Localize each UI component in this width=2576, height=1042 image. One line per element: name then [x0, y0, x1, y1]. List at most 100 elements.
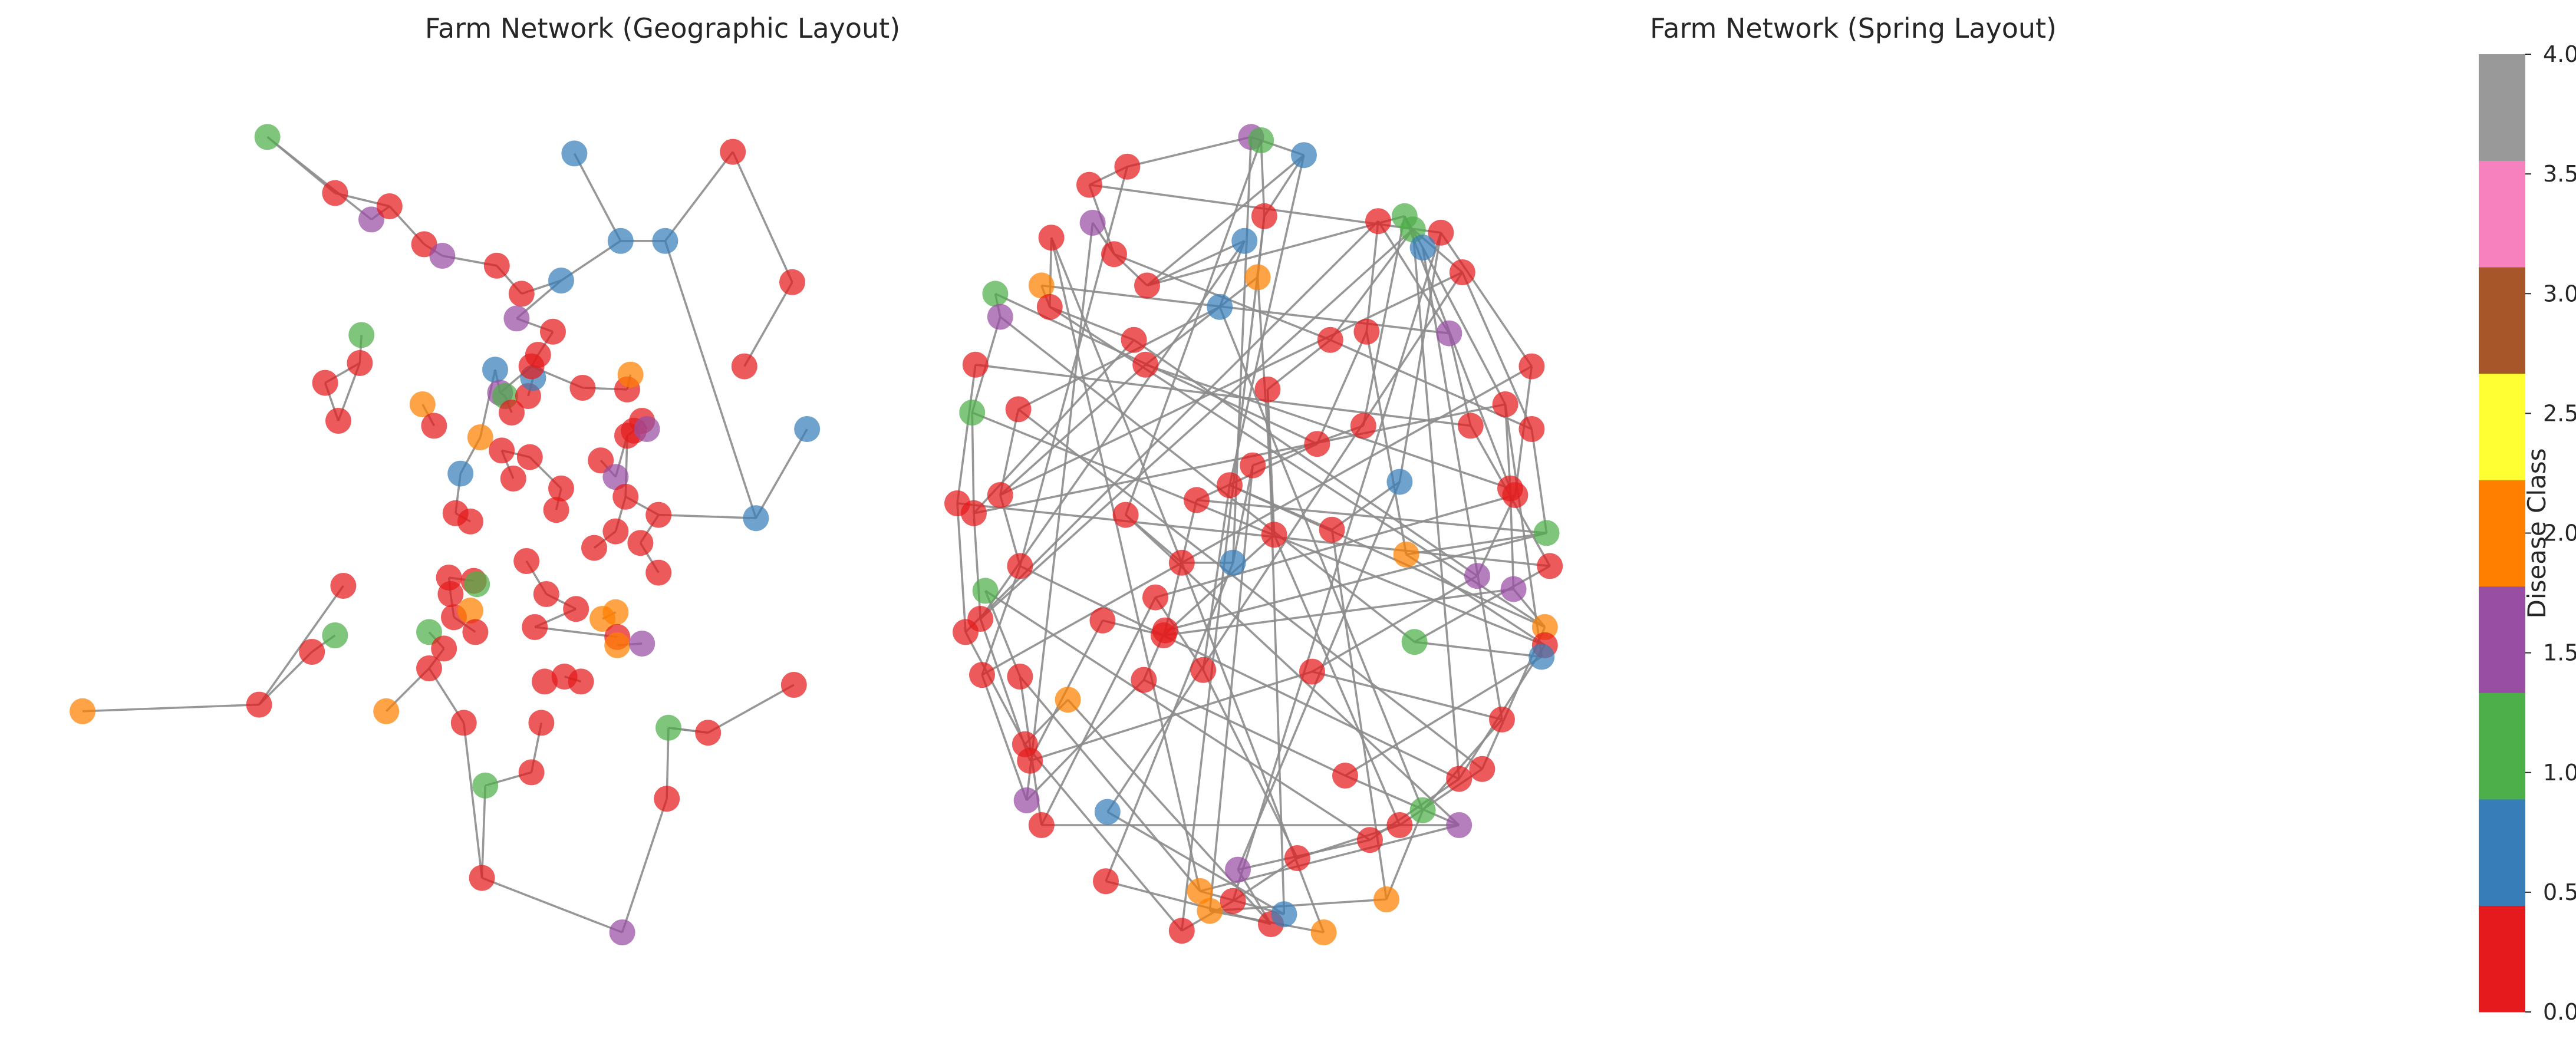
- farm-node: [561, 140, 588, 167]
- farm-node: [1220, 888, 1246, 914]
- farm-node: [1254, 376, 1281, 403]
- network-edge: [480, 785, 486, 878]
- farm-node: [528, 710, 555, 736]
- farm-node: [645, 559, 672, 586]
- farm-node: [347, 350, 373, 376]
- farm-node: [1190, 657, 1217, 683]
- farm-node: [1299, 658, 1325, 685]
- network-edge: [1105, 880, 1271, 925]
- farm-node: [469, 865, 495, 891]
- farm-node: [373, 698, 400, 724]
- colorbar-segment: [2479, 54, 2525, 161]
- farm-node: [1134, 272, 1160, 299]
- network-edge: [1231, 232, 1442, 902]
- farm-node: [1449, 259, 1475, 285]
- farm-node: [607, 227, 634, 254]
- farm-node: [1013, 787, 1040, 813]
- farm-node: [1055, 687, 1081, 713]
- network-edge: [82, 703, 259, 713]
- farm-node: [987, 304, 1013, 330]
- farm-node: [1518, 416, 1545, 442]
- network-edge: [743, 281, 793, 367]
- farm-node: [1114, 153, 1141, 180]
- farm-node: [1401, 629, 1428, 655]
- farm-node: [322, 180, 348, 206]
- colorbar-tick-label: 3.0: [2543, 281, 2576, 306]
- colorbar-tick-label: 0.0: [2543, 999, 2576, 1025]
- farm-node: [376, 193, 403, 219]
- network-edge: [1181, 216, 1266, 931]
- network-edge: [1421, 247, 1503, 720]
- farm-node: [967, 606, 994, 632]
- network-edge: [1124, 140, 1262, 516]
- farm-node: [548, 268, 574, 294]
- network-edge: [1105, 562, 1234, 882]
- network-edge: [1050, 237, 1201, 892]
- network-edge: [1404, 216, 1511, 489]
- network-edge: [658, 513, 756, 519]
- farm-node: [533, 581, 559, 607]
- network-edge: [1163, 588, 1514, 637]
- colorbar-tick-label: 1.0: [2543, 760, 2576, 786]
- farm-node: [416, 655, 442, 681]
- farm-node: [254, 124, 281, 150]
- farm-node: [518, 759, 545, 786]
- farm-node: [655, 714, 681, 741]
- network-edge: [964, 631, 1026, 745]
- farm-node: [1168, 918, 1195, 944]
- farm-node: [581, 535, 607, 561]
- colorbar-ticks: 0.0 0.5 1.0 1.5 2.0 2.5 3.0 3.5 4.0: [2525, 41, 2576, 1025]
- network-edge: [463, 723, 483, 878]
- farm-node: [447, 460, 474, 487]
- network-edge: [1106, 811, 1285, 915]
- network-edge: [1196, 499, 1547, 535]
- network-edge: [971, 411, 1546, 647]
- farm-node: [1529, 644, 1555, 670]
- farm-node: [602, 518, 629, 545]
- farm-node: [1112, 502, 1139, 528]
- network-edge: [1126, 136, 1251, 168]
- colorbar-tick-label: 3.5: [2543, 161, 2576, 187]
- spring-layout-title: Farm Network (Spring Layout): [1650, 12, 2057, 44]
- farm-node: [602, 599, 629, 625]
- farm-node: [1121, 327, 1147, 353]
- network-edge: [1145, 276, 1259, 366]
- farm-node: [525, 342, 551, 368]
- farm-node: [563, 596, 589, 622]
- farm-node: [1007, 664, 1033, 690]
- farm-node: [1248, 127, 1274, 153]
- farm-node: [513, 548, 540, 574]
- farm-node: [431, 635, 457, 662]
- farm-node: [450, 710, 477, 736]
- network-edge: [1146, 154, 1305, 286]
- network-edge: [1147, 240, 1245, 287]
- farm-node: [695, 720, 722, 746]
- geographic-layout-title: Farm Network (Geographic Layout): [425, 12, 900, 44]
- farm-node: [1028, 812, 1055, 838]
- network-edge: [1365, 221, 1379, 332]
- network-edge: [1414, 641, 1542, 658]
- network-edge: [1019, 565, 1460, 780]
- farm-node: [70, 698, 95, 724]
- farm-node: [1231, 227, 1258, 254]
- farm-node: [629, 631, 655, 657]
- farm-node: [602, 464, 629, 490]
- network-edge: [956, 364, 977, 504]
- farm-node: [325, 408, 351, 434]
- network-edge: [1024, 743, 1183, 932]
- farm-node: [652, 227, 678, 254]
- farm-node: [1332, 763, 1358, 789]
- farm-node: [1142, 584, 1168, 611]
- network-edge: [1041, 284, 1450, 335]
- colorbar-segment: [2479, 160, 2525, 268]
- farm-node: [731, 353, 757, 380]
- farm-node: [612, 483, 639, 510]
- network-edge: [1312, 575, 1478, 673]
- farm-node: [499, 400, 525, 426]
- network-edge: [1331, 481, 1401, 531]
- network-edge: [1017, 408, 1483, 770]
- farm-node: [416, 619, 442, 645]
- farm-node: [500, 466, 526, 492]
- farm-node: [720, 139, 746, 165]
